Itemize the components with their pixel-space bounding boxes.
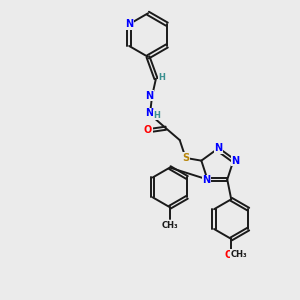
Text: N: N — [125, 19, 133, 29]
Text: N: N — [202, 176, 211, 185]
Text: N: N — [214, 143, 222, 153]
Text: N: N — [231, 156, 239, 166]
Text: CH₃: CH₃ — [161, 220, 178, 230]
Text: O: O — [144, 125, 152, 135]
Text: CH₃: CH₃ — [231, 250, 248, 259]
Text: O: O — [224, 250, 232, 260]
Text: H: H — [154, 111, 160, 120]
Text: N: N — [145, 108, 153, 118]
Text: N: N — [145, 91, 153, 100]
Text: H: H — [158, 73, 165, 82]
Text: S: S — [182, 153, 189, 163]
